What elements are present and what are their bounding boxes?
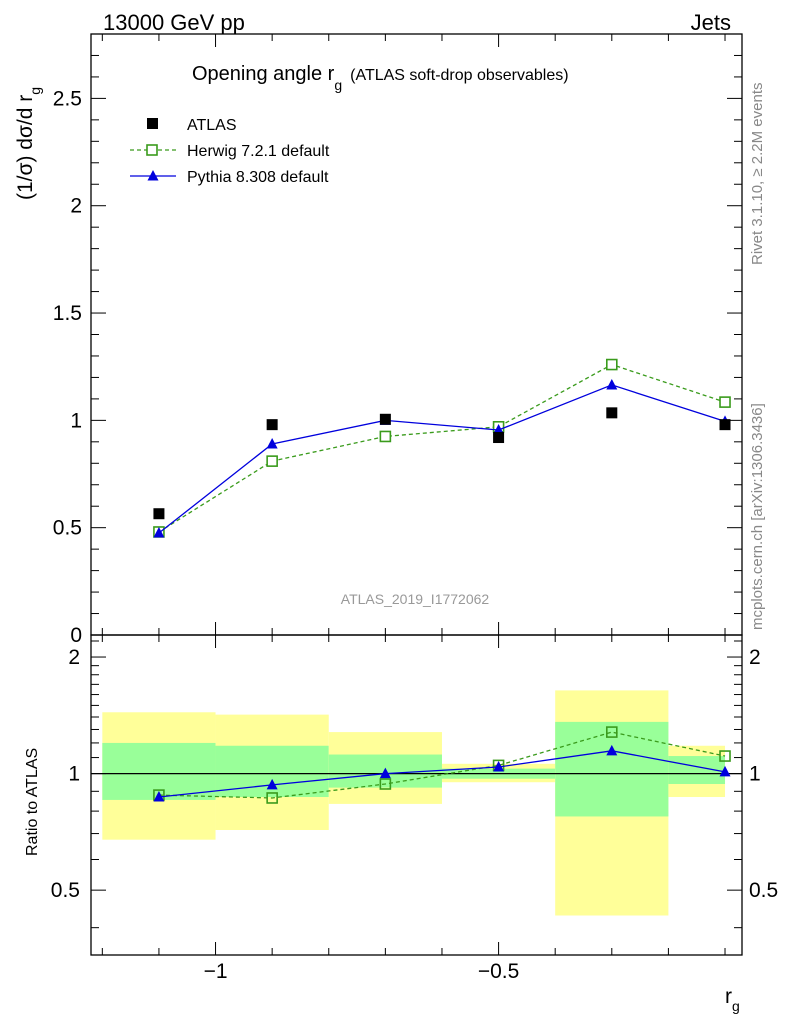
pythia-ratio-point xyxy=(493,760,505,772)
legend-atlas-marker xyxy=(147,118,158,129)
atlas-point xyxy=(719,419,731,431)
atlas-point xyxy=(493,432,505,444)
pythia-ratio-point xyxy=(153,791,165,802)
upper-y-tick-label: 1.5 xyxy=(53,302,82,325)
legend-atlas-label: ATLAS xyxy=(187,117,237,134)
pythia-point xyxy=(606,378,618,390)
herwig-line xyxy=(158,363,726,533)
plot-title: Opening angle rg (ATLAS soft-drop observa… xyxy=(192,63,569,93)
herwig-ratio-point xyxy=(719,750,731,762)
lower-y-tick-label: 1 xyxy=(68,763,80,786)
upper-y-axis-label: (1/σ) dσ/d rg xyxy=(14,87,43,200)
lower-y-tick-label-right: 2 xyxy=(749,646,761,669)
herwig-point xyxy=(605,358,618,371)
x-axis-label: rg xyxy=(725,985,740,1014)
atlas-point xyxy=(153,508,165,520)
plot-title-sub: g xyxy=(334,77,342,93)
pythia-ratio-point xyxy=(266,778,278,790)
lower-y-tick-label-right: 0.5 xyxy=(749,879,778,902)
upper-y-tick-label: 2.5 xyxy=(53,87,82,110)
legend-herwig-marker xyxy=(146,144,158,156)
pythia-ratio-point xyxy=(606,744,618,756)
process-label: Jets xyxy=(691,10,731,35)
legend-pythia-label: Pythia 8.308 default xyxy=(187,169,329,186)
herwig-ratio-point xyxy=(605,726,618,738)
atlas-point xyxy=(606,407,618,419)
pythia-line xyxy=(158,384,726,534)
legend-pythia-marker xyxy=(147,170,159,181)
plot-title-main: Opening angle r xyxy=(192,63,335,85)
lower-y-axis-label: Ratio to ATLAS xyxy=(24,748,41,856)
herwig-point xyxy=(379,430,392,443)
herwig-point xyxy=(266,455,278,467)
energy-label: 13000 GeV pp xyxy=(103,10,245,35)
herwig-ratio-line xyxy=(158,731,726,799)
analysis-id: ATLAS_2019_I1772062 xyxy=(341,591,490,607)
upper-y-tick-label: 1 xyxy=(70,409,82,432)
legend: ATLAS Herwig 7.2.1 default Pythia 8.308 … xyxy=(130,117,330,186)
herwig-point xyxy=(719,396,731,408)
atlas-point xyxy=(266,419,278,431)
upper-y-tick-label: 0 xyxy=(70,624,82,647)
pythia-point xyxy=(493,424,505,435)
pythia-ratio-point xyxy=(719,765,731,777)
x-axis-label-sub: g xyxy=(732,998,740,1014)
upper-y-tick-label: 0.5 xyxy=(53,517,82,540)
pythia-point xyxy=(153,527,165,538)
upper-y-tick-label: 2 xyxy=(70,195,82,218)
pythia-ratio-line xyxy=(158,750,726,798)
pythia-point xyxy=(266,437,278,449)
lower-y-tick-label: 2 xyxy=(68,646,80,669)
lower-y-tick-label-right: 1 xyxy=(749,763,761,786)
uncertainty-band-inner xyxy=(555,721,669,817)
rivet-label: Rivet 3.1.10, ≥ 2.2M events xyxy=(749,83,766,266)
x-tick-label: −1 xyxy=(204,960,228,983)
herwig-ratio-point xyxy=(266,792,278,804)
legend-herwig-label: Herwig 7.2.1 default xyxy=(187,143,330,160)
x-axis-label-main: r xyxy=(725,985,732,1008)
herwig-ratio-point xyxy=(379,778,392,790)
x-tick-label: −0.5 xyxy=(478,960,519,983)
upper-y-axis-label-main: (1/σ) dσ/d r xyxy=(14,95,37,200)
atlas-point xyxy=(379,413,391,425)
plot-title-rest: (ATLAS soft-drop observables) xyxy=(350,67,568,84)
pythia-ratio-point xyxy=(379,767,391,779)
lower-y-tick-label: 0.5 xyxy=(51,879,80,902)
lower-plot-frame xyxy=(90,634,743,956)
mcplots-label: mcplots.cern.ch [arXiv:1306.3436] xyxy=(749,403,766,630)
upper-y-axis-label-sub: g xyxy=(27,87,43,95)
